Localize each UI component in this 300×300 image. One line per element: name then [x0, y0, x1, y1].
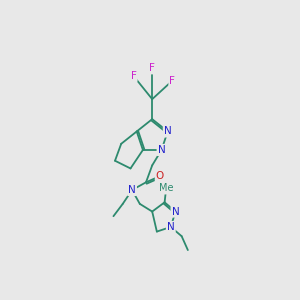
Text: Me: Me — [159, 184, 173, 194]
Text: O: O — [156, 171, 164, 181]
Text: N: N — [172, 207, 179, 217]
Text: F: F — [131, 71, 137, 81]
Text: N: N — [164, 127, 172, 136]
Text: N: N — [128, 185, 136, 195]
Text: N: N — [158, 145, 165, 155]
Text: F: F — [149, 63, 155, 73]
Text: F: F — [169, 76, 175, 86]
Text: N: N — [167, 222, 175, 232]
